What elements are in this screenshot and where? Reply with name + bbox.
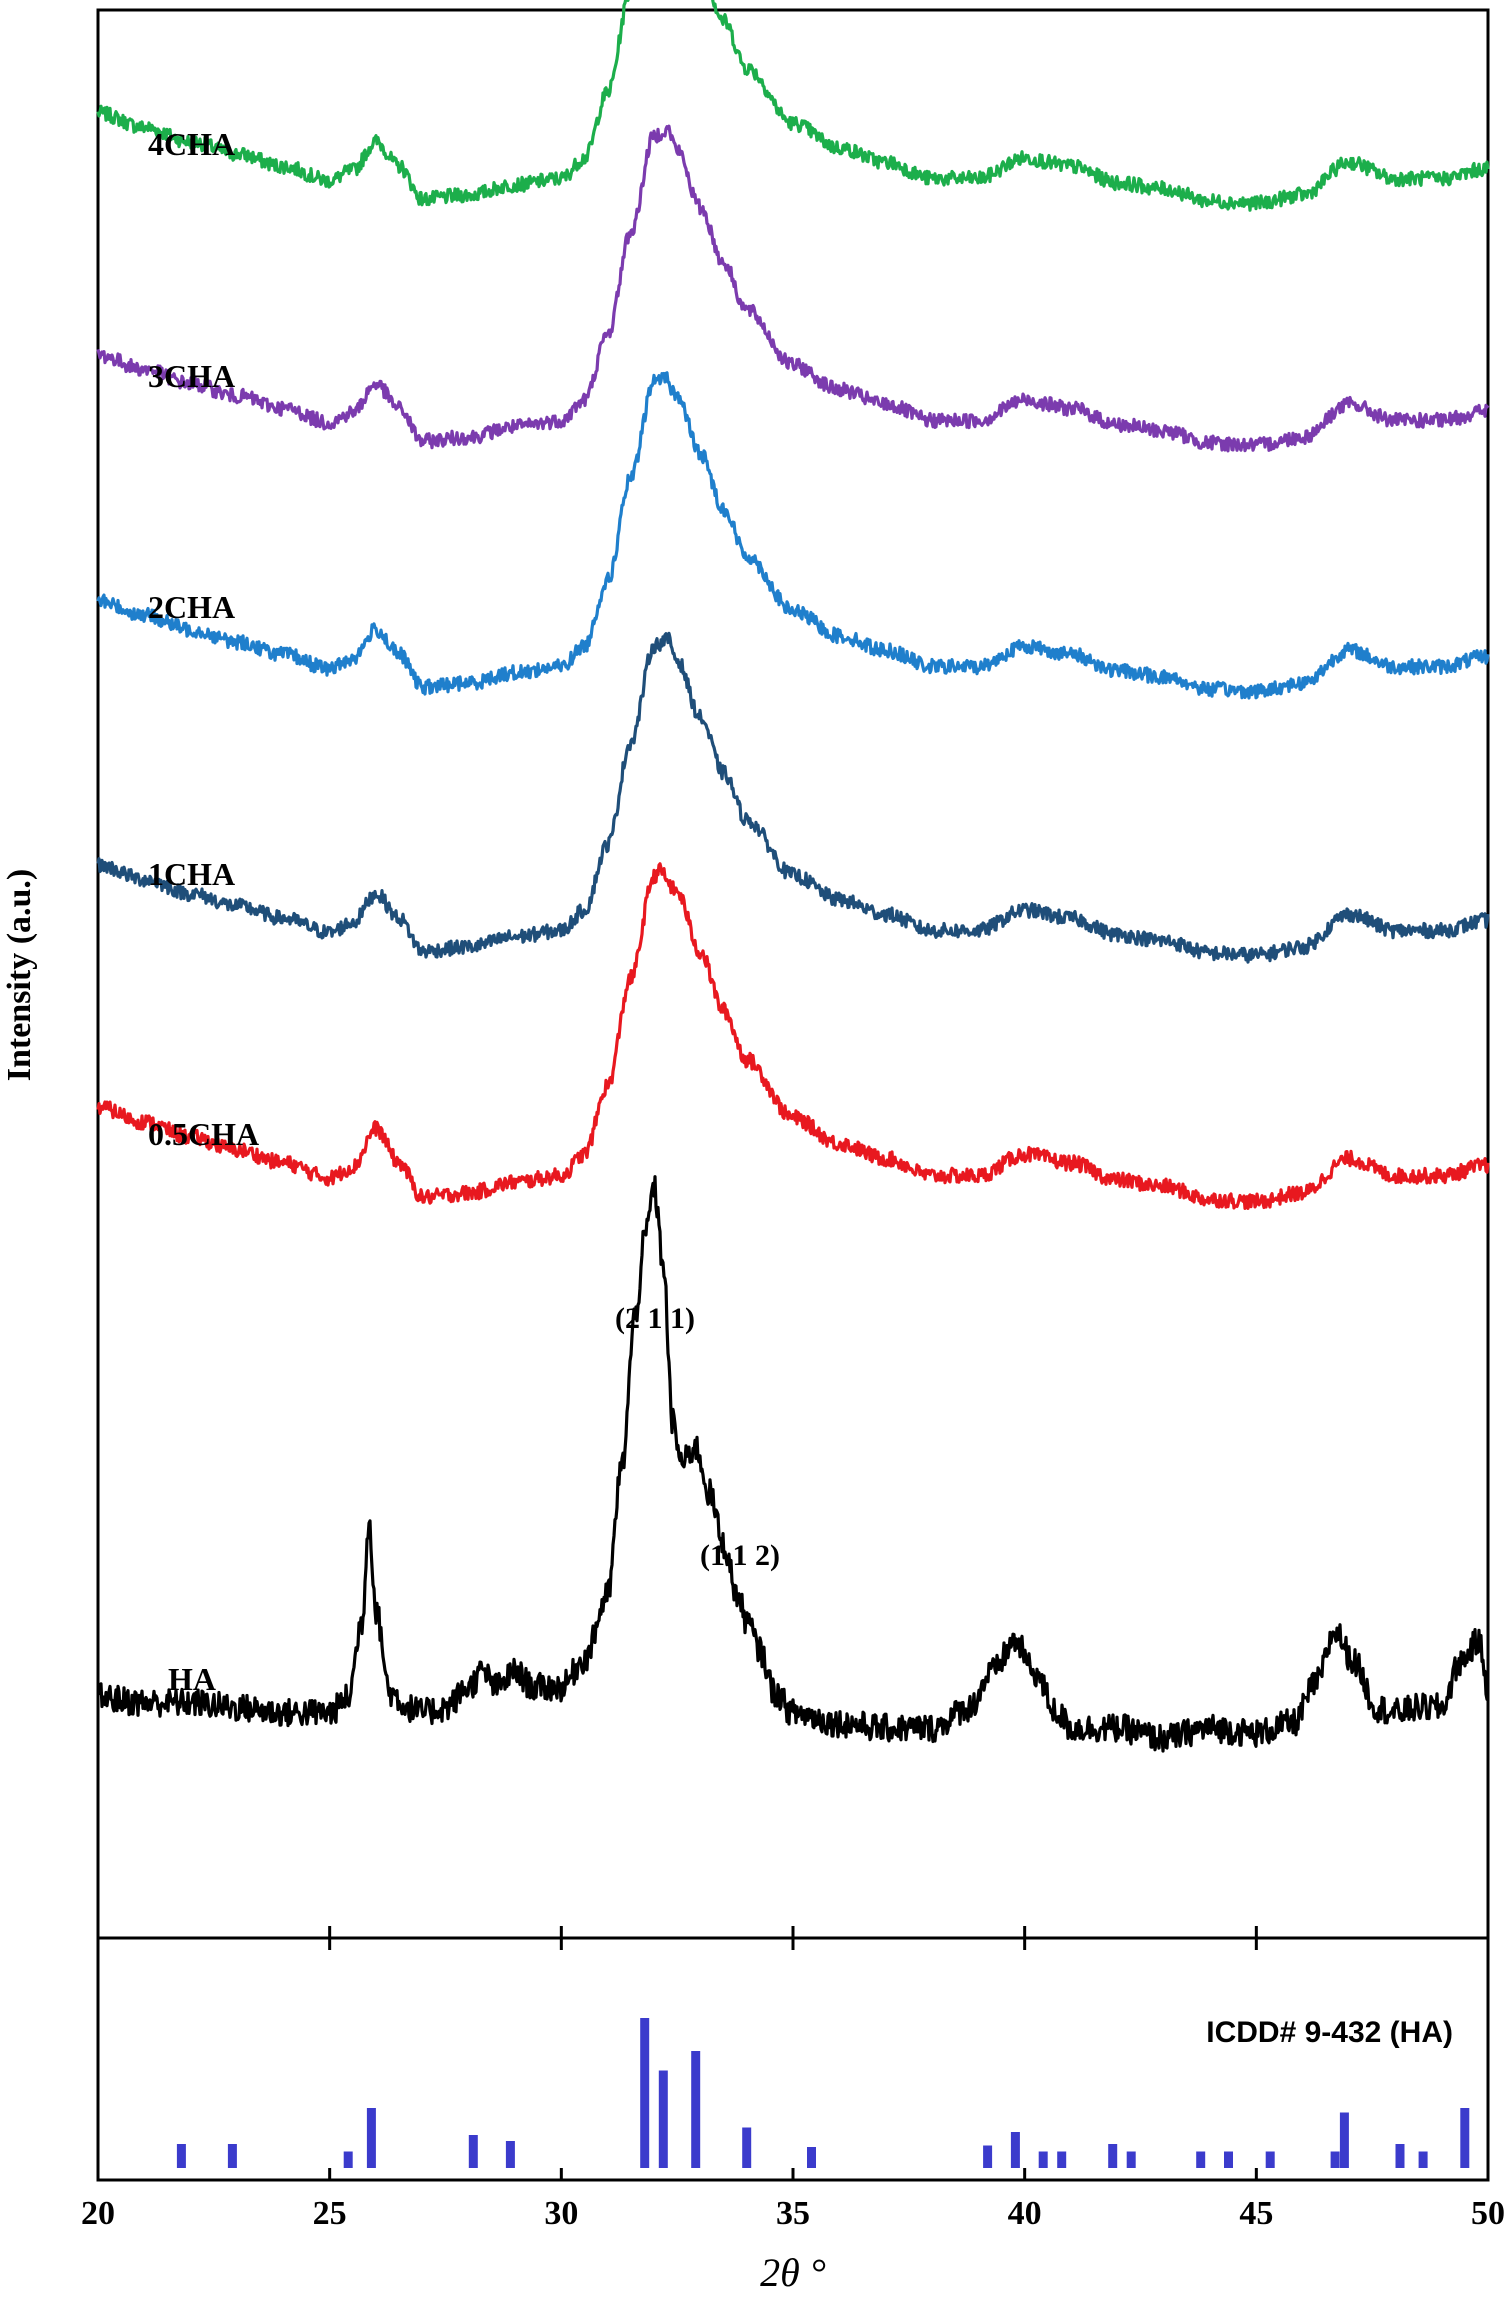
reference-panel-frame: [96, 1936, 1490, 2182]
reference-bar: [1395, 2144, 1405, 2168]
x-tick-label: 30: [544, 2195, 578, 2232]
reference-bar: [1038, 2151, 1048, 2168]
x-tick-label: 40: [1008, 2195, 1042, 2232]
x-axis-ticks: [328, 1926, 1258, 2180]
reference-bar: [742, 2127, 752, 2168]
x-tick-label: 50: [1471, 2195, 1505, 2232]
x-tick-labels: 20 25 30 35 40 45 50: [81, 2195, 1505, 2232]
x-axis-label: 2θ °: [760, 2250, 826, 2295]
x-tick-label: 35: [776, 2195, 810, 2232]
reference-bar: [1418, 2151, 1428, 2168]
trace-4cha: [96, 0, 1490, 212]
reference-bar: [1196, 2151, 1206, 2168]
reference-bar: [1460, 2108, 1470, 2168]
reference-bar: [1010, 2132, 1020, 2168]
trace-2cha: [96, 371, 1490, 700]
sample-label-0-5cha: 0.5CHA: [148, 1116, 259, 1152]
reference-bar: [640, 2018, 650, 2168]
reference-bar: [983, 2145, 993, 2168]
reference-bar: [176, 2144, 186, 2168]
reference-bar: [1265, 2151, 1275, 2168]
trace-0-5cha: [96, 862, 1490, 1210]
reference-bars: [176, 2018, 1470, 2168]
sample-labels: 4CHA 3CHA 2CHA 1CHA 0.5CHA HA: [148, 126, 259, 1697]
reference-bar: [1339, 2112, 1349, 2168]
reference-pattern-title: ICDD# 9-432 (HA): [1206, 2016, 1453, 2049]
reference-bar: [1126, 2151, 1136, 2168]
x-tick-label: 20: [81, 2195, 115, 2232]
sample-label-2cha: 2CHA: [148, 589, 235, 625]
sample-label-ha: HA: [168, 1661, 216, 1697]
sample-label-4cha: 4CHA: [148, 126, 235, 162]
x-tick-label: 25: [313, 2195, 347, 2232]
reference-bar: [1057, 2151, 1067, 2168]
y-axis-label: Intensity (a.u.): [1, 869, 38, 1082]
x-tick-label: 45: [1239, 2195, 1273, 2232]
reference-bar: [691, 2051, 701, 2168]
reference-bar: [505, 2141, 515, 2168]
peak-label-112: (1 1 2): [700, 1539, 780, 1572]
trace-ha: [96, 1175, 1489, 1753]
reference-bar: [366, 2108, 376, 2168]
reference-bar: [227, 2144, 237, 2168]
reference-bar: [1108, 2144, 1118, 2168]
trace-3cha: [96, 124, 1490, 453]
reference-bar: [468, 2135, 478, 2168]
trace-1cha: [96, 631, 1490, 964]
main-panel-frame: [96, 8, 1490, 1940]
reference-bar: [1330, 2151, 1340, 2168]
peak-label-211: (2 1 1): [615, 1302, 695, 1335]
reference-bar: [658, 2070, 668, 2168]
sample-label-1cha: 1CHA: [148, 856, 235, 892]
xrd-traces: [96, 0, 1490, 1753]
reference-bar: [807, 2147, 816, 2168]
reference-bar: [1224, 2151, 1233, 2168]
reference-bar: [343, 2151, 353, 2168]
sample-label-3cha: 3CHA: [148, 358, 235, 394]
